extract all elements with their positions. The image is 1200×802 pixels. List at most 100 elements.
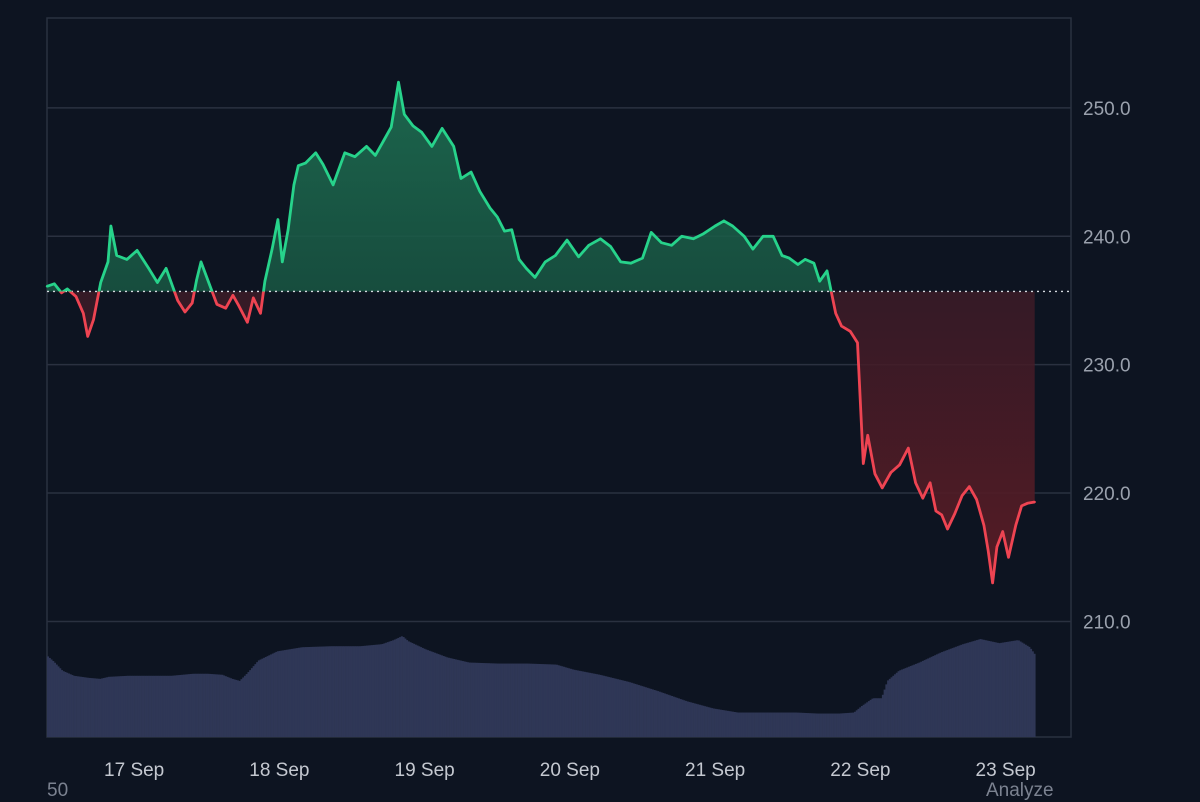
volume-bar [320,646,323,737]
volume-bar [955,646,958,737]
volume-bar [982,639,986,737]
price-point [680,235,683,238]
volume-bar [297,647,301,737]
volume-bar [496,663,499,737]
price-point [940,513,943,517]
price-point [533,276,537,279]
volume-bar [503,663,506,737]
volume-bar [960,644,963,737]
volume-bar [1005,641,1008,737]
volume-bar [198,673,201,737]
volume-bar [883,689,886,737]
volume-bar [810,713,813,737]
volume-bar [522,663,525,737]
volume-bar [134,675,137,737]
volume-bar [928,657,931,737]
volume-bar [688,701,691,737]
volume-bar [318,646,321,737]
volume-bar [554,664,557,737]
volume-bar [196,673,199,737]
volume-bar [655,690,658,737]
price-point [403,113,406,116]
volume-bar [766,712,769,737]
volume-bar [55,664,58,737]
volume-bar [535,663,538,737]
price-point [263,280,267,283]
volume-bar [336,646,339,737]
volume-bar [285,649,288,737]
volume-bar [934,655,937,737]
volume-bar [901,669,904,737]
volume-bar [510,663,513,737]
volume-bar [880,698,883,737]
x-tick-label: 23 Sep [976,760,1036,781]
volume-bar [47,656,50,737]
volume-bar [711,708,714,737]
volume-bar [329,646,332,737]
volume-bar [944,650,947,737]
volume-bar [250,668,253,737]
analyze-link[interactable]: Analyze [986,780,1054,801]
volume-bar [193,673,196,737]
volume-bar [500,663,503,737]
volume-bar [203,673,206,737]
volume-bar [472,662,475,737]
volume-bar [845,713,848,737]
volume-bar [48,657,51,737]
volume-bar [230,678,233,737]
volume-bar [80,676,83,737]
price-point [343,151,346,155]
volume-bar [210,674,213,737]
volume-bar [723,710,726,737]
volume-bar [571,669,574,737]
price-point [565,238,569,242]
volume-bar [188,674,191,737]
volume-bar [345,646,348,737]
price-point [183,310,187,314]
volume-bar [221,674,224,737]
volume-bar [306,647,309,737]
volume-bar [557,665,560,737]
volume-bar [843,713,846,737]
volume-bar [939,652,942,737]
volume-bar [820,713,823,737]
volume-bar [1003,642,1006,737]
volume-bar [332,646,335,737]
volume-bar [674,697,677,737]
volume-bar [662,692,665,737]
volume-bar [548,664,552,737]
volume-bar [676,697,679,737]
y-tick-label: 250.0 [1083,99,1131,120]
volume-bar [294,648,297,737]
volume-bar [695,703,698,737]
volume-bar [716,709,719,737]
price-point [82,312,85,315]
volume-bar [289,649,292,737]
volume-bar [327,646,330,737]
area-below-baseline [47,291,1035,583]
volume-bar [976,640,979,737]
volume-bar [352,646,355,737]
price-point [796,263,800,266]
volume-bar [700,705,703,737]
volume-bar [102,678,105,737]
price-point [898,463,901,467]
volume-bar [1012,640,1015,737]
volume-bar [545,664,548,737]
volume-bar [313,646,316,737]
volume-bar [374,644,377,737]
volume-bar [209,673,212,737]
volume-bar [421,647,424,737]
volume-bar [71,675,74,737]
volume-bar [296,648,299,737]
volume-bar [278,650,281,737]
volume-bar [948,649,951,737]
volume-bar [399,637,402,737]
volume-bar [913,664,916,737]
volume-bar [189,673,192,737]
volume-bar [559,665,562,737]
price-point [353,155,357,158]
volume-bar [139,675,142,737]
volume-bar [740,712,743,737]
volume-bar [864,703,867,737]
